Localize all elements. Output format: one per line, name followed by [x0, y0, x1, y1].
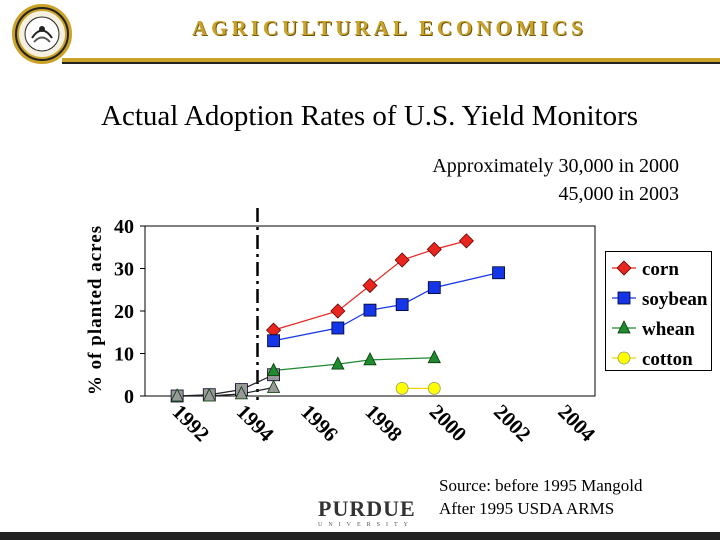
series-point-whean — [331, 356, 345, 370]
y-tick-label: 40 — [114, 216, 134, 238]
series-point-soybean — [427, 281, 441, 295]
x-tick-label: 2004 — [553, 400, 600, 447]
series-point-soybean — [363, 303, 377, 317]
series-point-soybean — [267, 334, 280, 348]
pre-1995-square-line — [177, 374, 274, 397]
pre-1995-triangle-point — [170, 388, 184, 402]
purdue-logo: PURDUE UNIVERSITY — [318, 496, 416, 529]
series-line-whean — [273, 357, 435, 372]
legend-label-whean: whean — [642, 319, 695, 340]
legend-label-corn: corn — [642, 259, 679, 280]
series-point-corn — [394, 252, 410, 268]
series-point-cotton — [427, 381, 441, 395]
y-tick-label: 10 — [114, 344, 134, 366]
legend-marker-cotton — [617, 351, 631, 365]
purdue-logo-sub: UNIVERSITY — [318, 522, 414, 528]
x-tick-label: 2002 — [489, 400, 536, 447]
purdue-logo-name: PURDUE — [318, 496, 416, 521]
header-rule — [62, 58, 720, 62]
series-point-corn — [426, 241, 442, 257]
legend-marker-whean — [617, 320, 631, 334]
series-point-corn — [330, 303, 346, 319]
legend-marker-corn — [616, 260, 632, 276]
series-line-soybean — [273, 272, 499, 342]
pre-1995-triangle-point — [266, 379, 281, 393]
series-point-soybean — [395, 298, 409, 312]
x-tick-label: 1998 — [360, 400, 407, 447]
series-point-corn — [458, 233, 474, 249]
legend-marker-soybean — [617, 291, 631, 305]
source-line-1: Source: before 1995 Mangold — [439, 476, 643, 495]
x-tick-label: 1992 — [168, 400, 215, 447]
source-note: Source: before 1995 Mangold After 1995 U… — [439, 474, 642, 520]
bottom-bar — [0, 532, 720, 540]
y-axis-label: % of planted acres — [85, 225, 106, 395]
legend-label-soybean: soybean — [642, 289, 708, 310]
note-line-2: 45,000 in 2003 — [558, 183, 679, 205]
legend-label-cotton: cotton — [642, 349, 693, 370]
series-point-soybean — [492, 266, 505, 280]
pre-1995-triangle-point — [202, 388, 216, 402]
band-title: AGRICULTURAL ECONOMICS — [192, 16, 587, 40]
x-tick-label: 1994 — [232, 400, 279, 447]
source-line-2: After 1995 USDA ARMS — [439, 499, 615, 518]
note-line-1: Approximately 30,000 in 2000 — [432, 155, 679, 177]
installation-note: Approximately 30,000 in 2000 45,000 in 2… — [432, 152, 679, 208]
series-point-cotton — [395, 381, 409, 395]
pre-1995-triangle-line — [177, 386, 274, 397]
y-tick-label: 0 — [124, 386, 134, 408]
slide-title: Actual Adoption Rates of U.S. Yield Moni… — [101, 100, 639, 132]
university-seal-icon — [12, 4, 72, 64]
series-point-soybean — [331, 321, 345, 335]
series-point-whean — [266, 362, 281, 376]
y-tick-label: 30 — [114, 259, 134, 281]
pre-1995-triangle-point — [234, 385, 249, 400]
x-tick-label: 2000 — [425, 400, 472, 447]
series-point-corn — [362, 277, 378, 294]
x-tick-label: 1996 — [296, 400, 343, 447]
series-point-whean — [363, 351, 377, 366]
series-point-whean — [427, 349, 441, 364]
y-tick-label: 20 — [114, 301, 134, 323]
header-rule-dark — [62, 62, 720, 64]
header-band — [0, 0, 720, 58]
